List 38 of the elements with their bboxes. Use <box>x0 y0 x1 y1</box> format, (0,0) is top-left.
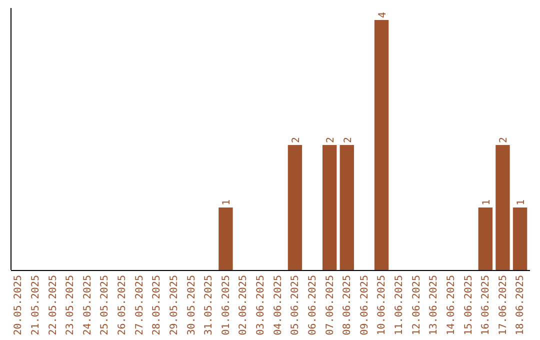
data-label: 2 <box>290 136 302 143</box>
x-tick-label: 05.06.2025 <box>290 275 302 336</box>
x-tick-label: 16.06.2025 <box>480 275 492 336</box>
x-tick-label: 17.06.2025 <box>498 275 509 336</box>
x-tick-label: 08.06.2025 <box>342 275 354 336</box>
x-tick-label: 28.05.2025 <box>152 275 163 336</box>
data-label: 4 <box>378 12 389 18</box>
x-tick-label: 29.05.2025 <box>168 275 180 336</box>
x-tick-label: 09.06.2025 <box>359 275 370 336</box>
x-tick-label: 18.06.2025 <box>515 275 526 336</box>
x-tick-label: 15.06.2025 <box>463 275 474 336</box>
data-label: 1 <box>222 199 233 206</box>
x-tick-label: 31.05.2025 <box>204 275 215 336</box>
data-label: 2 <box>326 136 337 143</box>
x-tick-label: 27.05.2025 <box>134 275 146 336</box>
x-tick-label: 30.05.2025 <box>186 275 198 336</box>
data-label: 1 <box>481 199 492 206</box>
data-label: 1 <box>516 199 528 206</box>
x-tick-label: 20.05.2025 <box>13 275 24 336</box>
x-tick-label: 14.06.2025 <box>446 275 457 336</box>
x-tick-label: 01.06.2025 <box>220 275 232 336</box>
x-tick-label: 21.05.2025 <box>30 275 42 336</box>
x-tick-label: 26.05.2025 <box>117 275 128 336</box>
data-label: 2 <box>342 136 354 143</box>
x-tick-label: 11.06.2025 <box>394 275 406 336</box>
data-label: 2 <box>498 136 510 143</box>
x-tick-label: 10.06.2025 <box>376 275 388 336</box>
x-tick-label: 02.06.2025 <box>238 275 250 336</box>
x-tick-label: 24.05.2025 <box>82 275 94 336</box>
x-tick-label: 13.06.2025 <box>428 275 440 336</box>
x-tick-label: 04.06.2025 <box>272 275 284 336</box>
x-tick-label: 07.06.2025 <box>324 275 336 336</box>
x-tick-label: 12.06.2025 <box>411 275 422 336</box>
x-tick-label: 25.05.2025 <box>100 275 111 336</box>
x-tick-label: 03.06.2025 <box>256 275 267 336</box>
x-tick-label: 06.06.2025 <box>307 275 318 336</box>
x-tick-label: 22.05.2025 <box>48 275 59 336</box>
x-tick-label: 23.05.2025 <box>65 275 76 336</box>
